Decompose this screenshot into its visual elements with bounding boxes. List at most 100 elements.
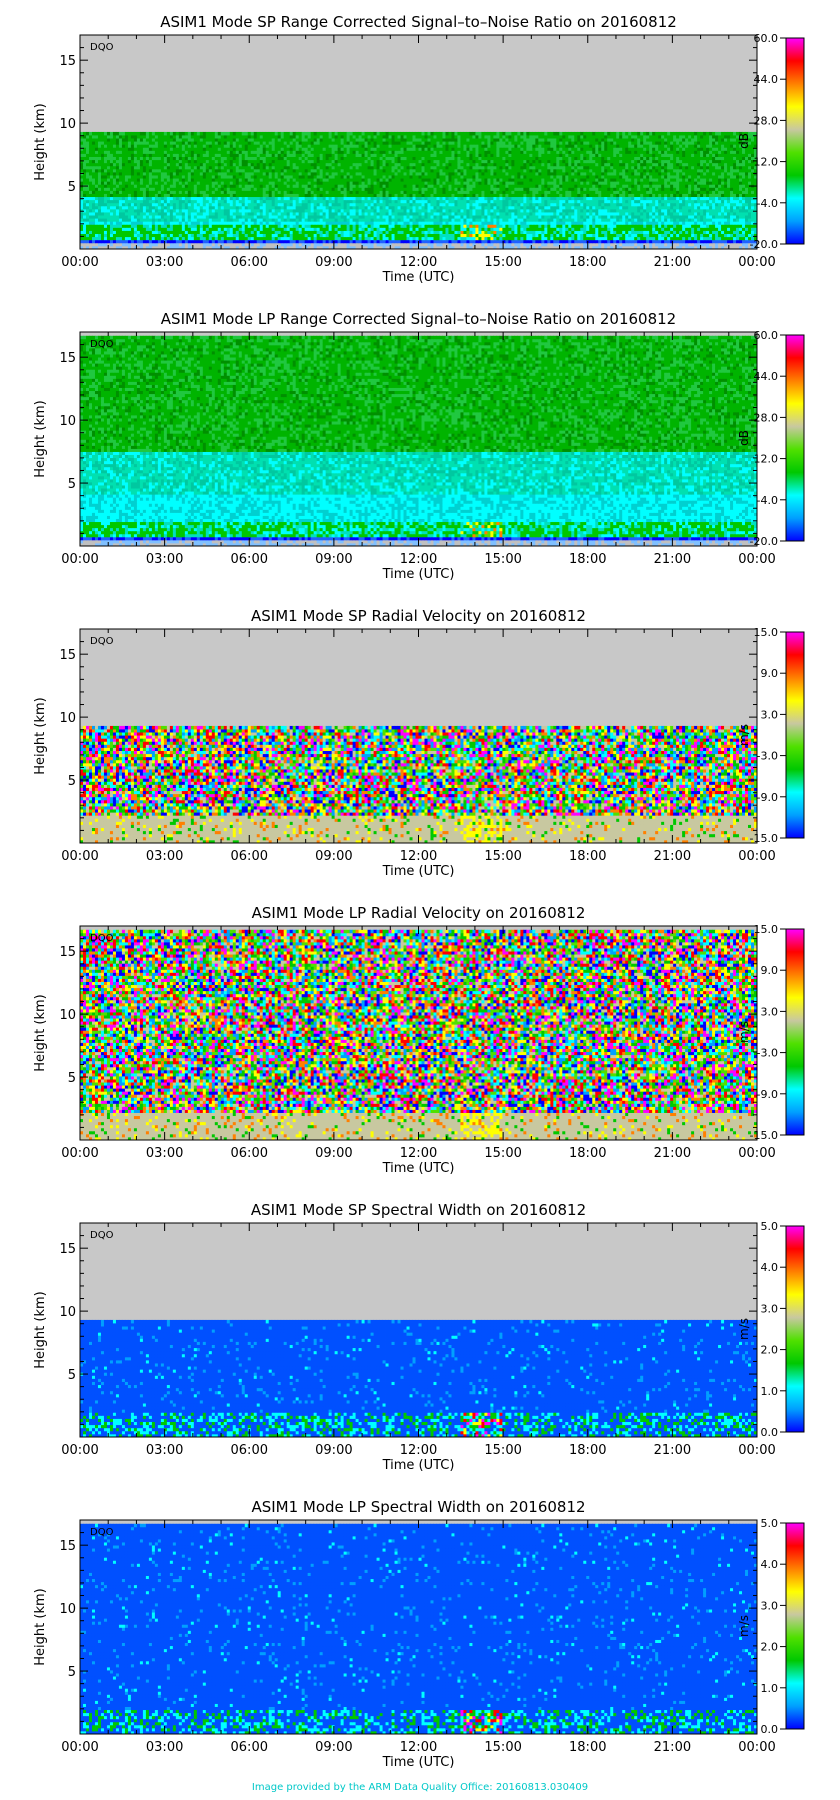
heatmap-cell bbox=[401, 224, 404, 227]
heatmap-cell bbox=[553, 243, 556, 246]
heatmap-cell bbox=[344, 218, 347, 221]
heatmap-cell bbox=[739, 227, 742, 230]
heatmap-cell bbox=[433, 218, 436, 221]
heatmap-cell bbox=[131, 221, 134, 224]
heatmap-cell bbox=[194, 234, 197, 237]
heatmap-cell bbox=[679, 224, 682, 227]
heatmap-cell bbox=[562, 234, 565, 237]
heatmap-cell bbox=[314, 221, 317, 224]
heatmap-cell bbox=[326, 221, 329, 224]
heatmap-cell bbox=[427, 243, 430, 246]
heatmap-cell bbox=[457, 231, 460, 234]
heatmap-cell bbox=[541, 240, 544, 243]
heatmap-cell bbox=[353, 227, 356, 230]
heatmap-cell bbox=[571, 237, 574, 240]
heatmap-cell bbox=[547, 237, 550, 240]
heatmap-cell bbox=[490, 243, 493, 246]
heatmap-cell bbox=[197, 240, 200, 243]
heatmap-cell bbox=[287, 240, 290, 243]
heatmap-cell bbox=[239, 231, 242, 234]
heatmap-cell bbox=[191, 240, 194, 243]
heatmap-cell bbox=[167, 227, 170, 230]
heatmap-cell bbox=[290, 218, 293, 221]
heatmap-cell bbox=[649, 227, 652, 230]
heatmap-cell bbox=[422, 224, 425, 227]
heatmap-cell bbox=[643, 240, 646, 243]
heatmap-cell bbox=[254, 221, 257, 224]
heatmap-cell bbox=[520, 234, 523, 237]
heatmap-cell bbox=[454, 218, 457, 221]
heatmap-cell bbox=[416, 221, 419, 224]
heatmap-cell bbox=[685, 224, 688, 227]
heatmap-cell bbox=[568, 234, 571, 237]
heatmap-cell bbox=[442, 234, 445, 237]
heatmap-cell bbox=[143, 234, 146, 237]
heatmap-cell bbox=[206, 221, 209, 224]
heatmap-cell bbox=[577, 237, 580, 240]
heatmap-cell bbox=[245, 224, 248, 227]
heatmap-cell bbox=[703, 243, 706, 246]
heatmap-cell bbox=[478, 234, 481, 237]
heatmap-cell bbox=[365, 227, 368, 230]
heatmap-cell bbox=[499, 227, 502, 230]
heatmap-cell bbox=[386, 243, 389, 246]
heatmap-cell bbox=[179, 240, 182, 243]
heatmap-cell bbox=[658, 234, 661, 237]
heatmap-cell bbox=[610, 237, 613, 240]
heatmap-cell bbox=[278, 231, 281, 234]
heatmap-cell bbox=[374, 221, 377, 224]
heatmap-cell bbox=[335, 240, 338, 243]
heatmap-cell bbox=[634, 237, 637, 240]
heatmap-cell bbox=[697, 227, 700, 230]
heatmap-cell bbox=[152, 218, 155, 221]
heatmap-cell bbox=[344, 240, 347, 243]
heatmap-cell bbox=[104, 231, 107, 234]
heatmap-cell bbox=[430, 234, 433, 237]
heatmap-cell bbox=[200, 240, 203, 243]
heatmap-cell bbox=[317, 218, 320, 221]
heatmap-cell bbox=[212, 218, 215, 221]
heatmap-cell bbox=[242, 227, 245, 230]
heatmap-cell bbox=[254, 218, 257, 221]
heatmap-cell bbox=[538, 234, 541, 237]
heatmap-cell bbox=[302, 243, 305, 246]
heatmap-cell bbox=[493, 237, 496, 240]
heatmap-cell bbox=[158, 227, 161, 230]
heatmap-cell bbox=[413, 231, 416, 234]
heatmap-cell bbox=[463, 218, 466, 221]
heatmap-cell bbox=[281, 221, 284, 224]
heatmap-cell bbox=[341, 237, 344, 240]
heatmap-cell bbox=[245, 243, 248, 246]
heatmap-cell bbox=[541, 221, 544, 224]
heatmap-cell bbox=[86, 224, 89, 227]
heatmap-cell bbox=[715, 243, 718, 246]
heatmap-cell bbox=[514, 224, 517, 227]
heatmap-cell bbox=[176, 227, 179, 230]
heatmap-cell bbox=[233, 240, 236, 243]
heatmap-cell bbox=[188, 227, 191, 230]
heatmap-cell bbox=[670, 234, 673, 237]
heatmap-cell bbox=[308, 224, 311, 227]
heatmap-cell bbox=[362, 224, 365, 227]
heatmap-cell bbox=[580, 243, 583, 246]
heatmap-cell bbox=[559, 224, 562, 227]
heatmap-cell bbox=[463, 224, 466, 227]
heatmap-cell bbox=[233, 227, 236, 230]
heatmap-cell bbox=[263, 234, 266, 237]
heatmap-cell bbox=[562, 221, 565, 224]
heatmap-cell bbox=[673, 231, 676, 234]
heatmap-cell bbox=[484, 227, 487, 230]
heatmap-cell bbox=[496, 237, 499, 240]
heatmap-cell bbox=[673, 221, 676, 224]
heatmap-cell bbox=[326, 218, 329, 221]
heatmap-cell bbox=[631, 234, 634, 237]
heatmap-cell bbox=[344, 234, 347, 237]
heatmap-cell bbox=[625, 240, 628, 243]
heatmap-cell bbox=[682, 240, 685, 243]
heatmap-cell bbox=[613, 227, 616, 230]
heatmap-cell bbox=[481, 224, 484, 227]
heatmap-cell bbox=[628, 221, 631, 224]
heatmap-cell bbox=[101, 240, 104, 243]
heatmap-cell bbox=[427, 240, 430, 243]
heatmap-cell bbox=[128, 218, 131, 221]
